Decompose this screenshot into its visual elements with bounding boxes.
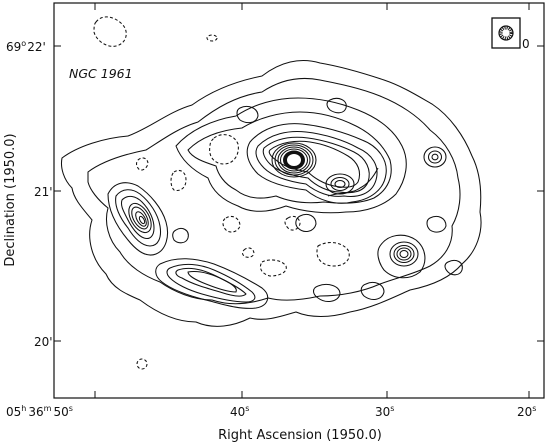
beam-box: 0 (491, 17, 530, 51)
object-label: NGC 1961 (69, 66, 133, 81)
y-tick-label-22: 69o22' (6, 39, 46, 54)
x-tick-label-50: 05h 36m 50s (6, 404, 73, 419)
x-tick-label-40: 40s (230, 404, 249, 419)
plot-frame (53, 2, 545, 399)
x-tick-label-30: 30s (375, 404, 394, 419)
y-axis-title: Declination (1950.0) (3, 133, 18, 266)
y-tick-label-20: 20' (34, 335, 53, 349)
x-axis-title: Right Ascension (1950.0) (218, 428, 382, 443)
y-tick-label-21: 21' (34, 185, 53, 199)
beam-caption: 0 (522, 37, 530, 51)
x-tick-label-20: 20s (517, 404, 536, 419)
y-ticks (54, 45, 544, 342)
x-ticks (94, 3, 530, 398)
contours (61, 16, 482, 370)
